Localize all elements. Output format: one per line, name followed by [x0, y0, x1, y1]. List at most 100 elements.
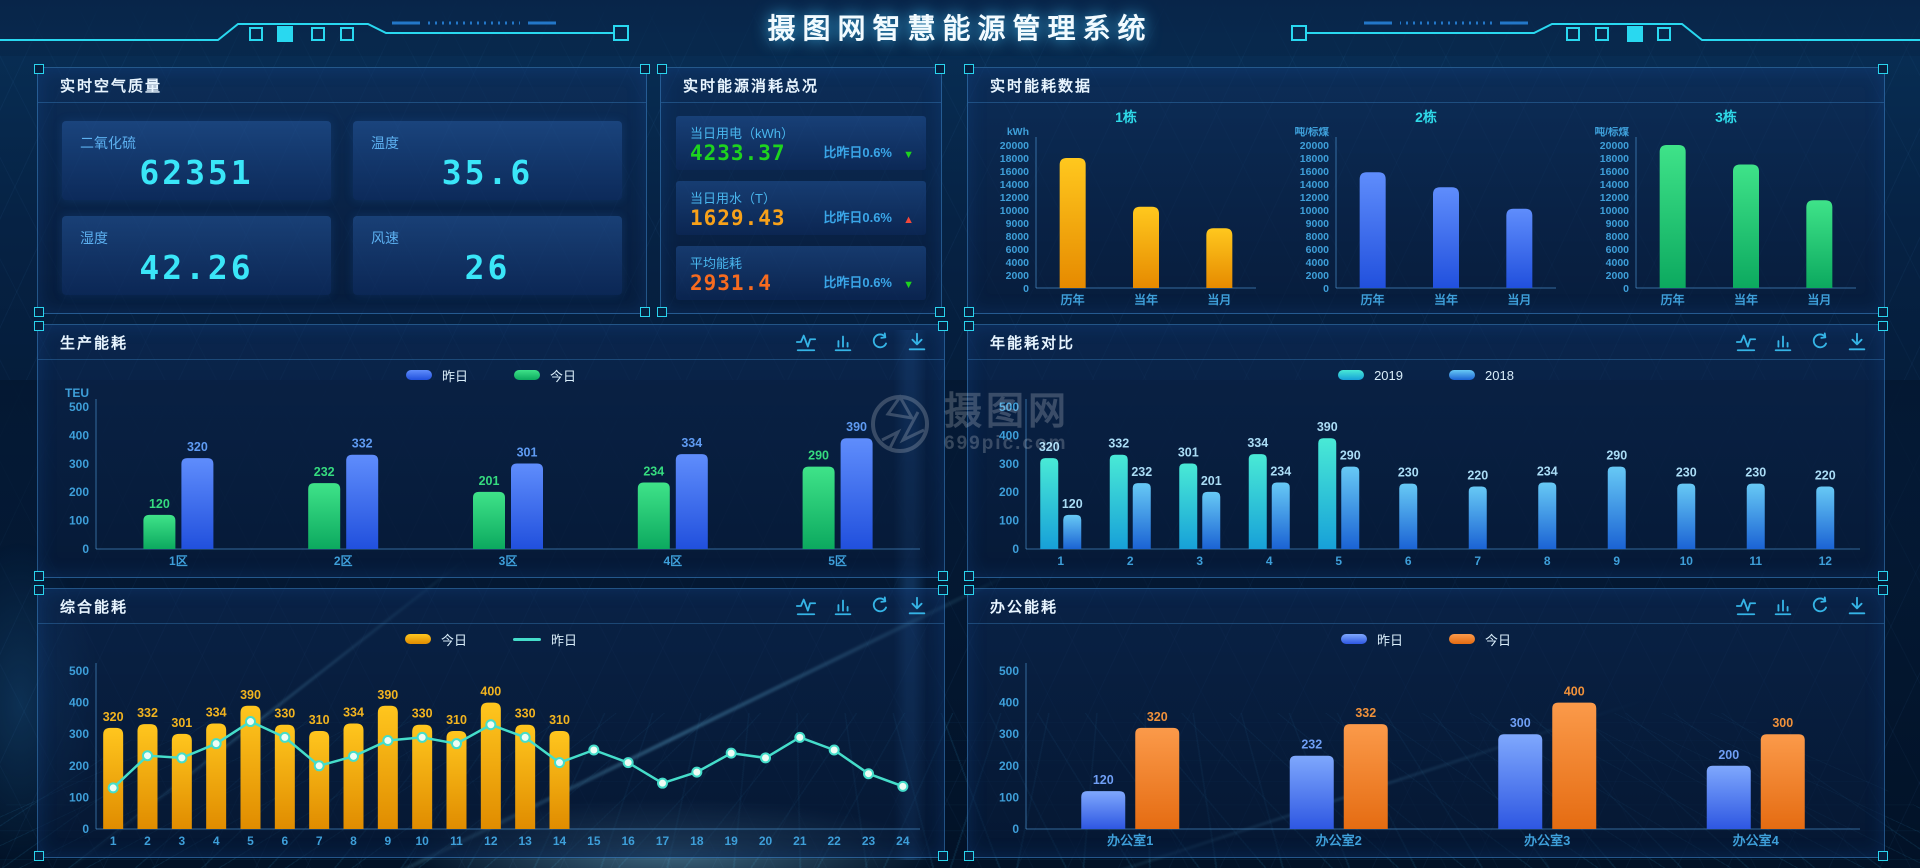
legend-item[interactable]: 昨日 [1340, 630, 1403, 649]
download-icon[interactable] [1846, 595, 1868, 617]
svg-text:310: 310 [309, 713, 330, 727]
svg-text:200: 200 [999, 485, 1019, 499]
svg-text:9000: 9000 [1306, 218, 1330, 230]
svg-text:6000: 6000 [1306, 244, 1330, 256]
svg-text:6000: 6000 [1006, 244, 1030, 256]
svg-text:18000: 18000 [1000, 153, 1029, 165]
stat-value: 35.6 [441, 153, 534, 192]
legend-bar-swatch [1449, 634, 1475, 644]
svg-text:14000: 14000 [1000, 179, 1029, 191]
panel-corner-accent [1878, 321, 1888, 331]
svg-text:301: 301 [517, 446, 538, 460]
legend-label: 今日 [550, 368, 577, 384]
comprehensive-chart: 0 100 200 300 400 500 1 2 3 4 5 6 7 8 9 10 11 12 13 14 15 16 1… [48, 651, 934, 851]
svg-text:330: 330 [412, 707, 433, 721]
download-icon[interactable] [906, 595, 928, 617]
svg-text:18: 18 [690, 834, 704, 848]
svg-text:14: 14 [553, 834, 567, 848]
svg-text:0: 0 [82, 822, 89, 836]
svg-text:当年: 当年 [1734, 292, 1758, 307]
svg-text:4: 4 [1266, 554, 1273, 568]
svg-text:390: 390 [240, 688, 261, 702]
refresh-icon[interactable] [869, 331, 891, 353]
svg-text:400: 400 [69, 696, 89, 710]
legend-item[interactable]: 昨日 [405, 366, 468, 385]
svg-text:20000: 20000 [1300, 140, 1329, 152]
panel-title: 实时能源消耗总况 [683, 77, 820, 95]
svg-text:320: 320 [103, 710, 124, 724]
svg-text:400: 400 [999, 696, 1019, 710]
svg-text:6000: 6000 [1606, 244, 1630, 256]
panel-corner-accent [938, 851, 948, 861]
refresh-icon[interactable] [1809, 331, 1831, 353]
svg-text:12000: 12000 [1300, 192, 1329, 204]
line-chart-icon[interactable] [1735, 331, 1757, 353]
legend-bar-swatch [405, 370, 432, 380]
chart-toolbar [1735, 595, 1868, 617]
bar-chart-icon[interactable] [832, 595, 854, 617]
svg-text:20000: 20000 [1600, 140, 1629, 152]
svg-text:330: 330 [515, 707, 536, 721]
panel-energy-summary: 实时能源消耗总况 当日用电（kWh） 4233.37 比昨日0.6% ▼ 当日用… [657, 64, 945, 317]
svg-text:4000: 4000 [1006, 257, 1030, 269]
legend-bar-swatch [1340, 634, 1367, 644]
download-icon[interactable] [906, 331, 928, 353]
svg-text:0: 0 [1623, 283, 1629, 295]
svg-text:390: 390 [377, 688, 398, 702]
svg-text:15: 15 [587, 834, 601, 848]
svg-text:8: 8 [1544, 554, 1551, 568]
svg-text:4区: 4区 [663, 554, 682, 568]
download-icon[interactable] [1846, 331, 1868, 353]
panel-header: 实时能耗数据 [968, 68, 1884, 103]
stat-row-average: 平均能耗 2931.4 比昨日0.6% ▼ [676, 246, 926, 300]
legend-item[interactable]: 2018 [1449, 368, 1514, 383]
svg-text:20000: 20000 [1000, 140, 1029, 152]
svg-text:8000: 8000 [1606, 231, 1630, 243]
legend-item[interactable]: 今日 [404, 630, 467, 649]
svg-text:20: 20 [759, 834, 773, 848]
panel-corner-accent [640, 307, 650, 317]
legend-item[interactable]: 今日 [1449, 630, 1511, 649]
panel-header: 办公能耗 [968, 589, 1884, 624]
svg-text:16000: 16000 [1000, 166, 1029, 178]
chart-toolbar [795, 595, 928, 617]
legend-label: 昨日 [1376, 632, 1403, 648]
legend-item[interactable]: 今日 [514, 366, 576, 385]
svg-text:500: 500 [999, 664, 1019, 678]
building-1-block: 1栋 0 2000 4000 6000 8000 9000 10000 12000 14000 1… [976, 105, 1276, 310]
panel-corner-accent [1878, 851, 1888, 861]
line-chart-icon[interactable] [795, 331, 817, 353]
svg-text:234: 234 [1270, 465, 1291, 479]
legend-item[interactable]: 2019 [1338, 368, 1403, 383]
svg-text:100: 100 [69, 790, 89, 804]
svg-text:200: 200 [999, 759, 1019, 773]
svg-text:办公室1: 办公室1 [1107, 833, 1153, 848]
svg-text:2000: 2000 [1306, 270, 1330, 282]
svg-text:办公室2: 办公室2 [1316, 833, 1362, 848]
refresh-icon[interactable] [869, 595, 891, 617]
bar-chart-icon[interactable] [1772, 595, 1794, 617]
svg-text:23: 23 [862, 834, 876, 848]
svg-text:290: 290 [1606, 449, 1627, 463]
legend-item[interactable]: 昨日 [513, 630, 577, 649]
building-charts-row: 1栋 0 2000 4000 6000 8000 9000 10000 12000 14000 1… [968, 103, 1884, 310]
panel-corner-accent [657, 64, 667, 74]
svg-text:320: 320 [187, 440, 208, 454]
line-chart-icon[interactable] [795, 595, 817, 617]
circuit-decoration [0, 21, 1920, 43]
stat-label: 风速 [371, 230, 399, 246]
svg-text:0: 0 [1323, 283, 1329, 295]
bar-chart-icon[interactable] [1772, 331, 1794, 353]
line-chart-icon[interactable] [1735, 595, 1757, 617]
refresh-icon[interactable] [1809, 595, 1831, 617]
panel-corner-accent [34, 307, 44, 317]
building-1-chart: 0 2000 4000 6000 8000 9000 10000 12000 14000 1600… [980, 126, 1272, 310]
bar-chart-icon[interactable] [832, 331, 854, 353]
svg-text:400: 400 [999, 428, 1019, 442]
svg-text:500: 500 [999, 400, 1019, 414]
svg-text:12000: 12000 [1000, 192, 1029, 204]
legend-label: 今日 [1485, 632, 1512, 648]
stat-value: 4233.37 [690, 141, 786, 165]
